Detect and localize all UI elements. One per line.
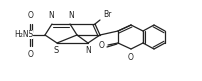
Text: O: O	[99, 41, 104, 50]
Text: H₂N: H₂N	[14, 31, 28, 40]
Text: S: S	[27, 31, 33, 40]
Text: Br: Br	[102, 10, 111, 19]
Text: N: N	[48, 12, 54, 20]
Text: O: O	[127, 53, 133, 62]
Text: N: N	[85, 46, 91, 55]
Text: S: S	[54, 46, 59, 55]
Text: O: O	[28, 50, 34, 59]
Text: N: N	[68, 12, 74, 20]
Text: O: O	[28, 11, 34, 20]
